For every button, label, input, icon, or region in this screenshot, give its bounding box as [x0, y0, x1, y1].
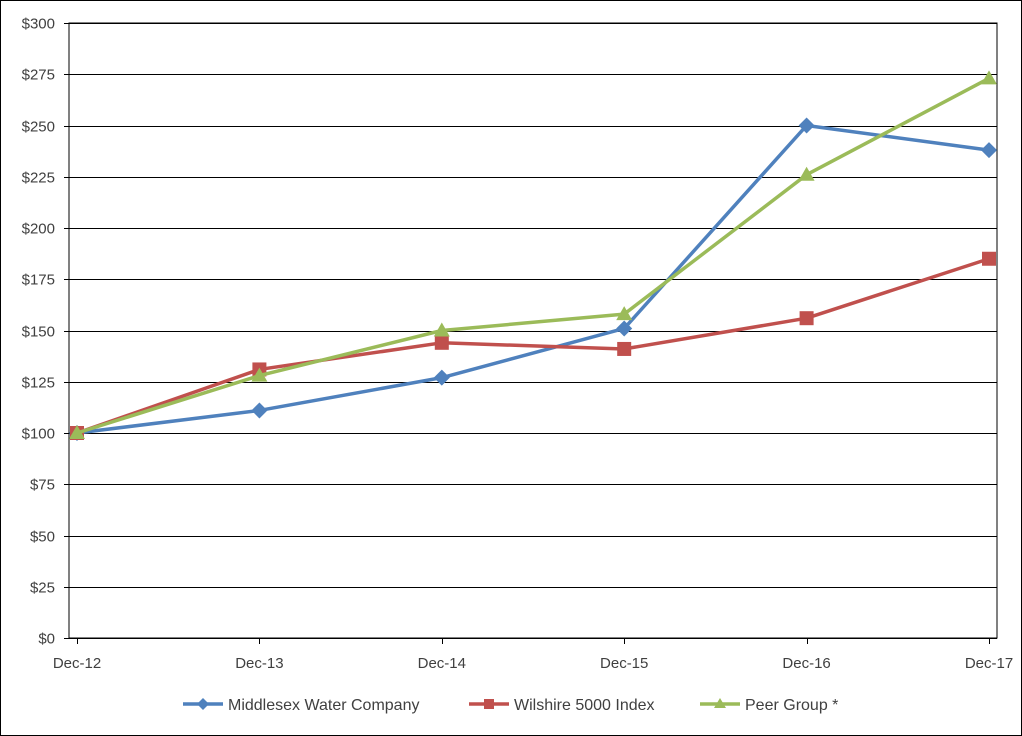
series-line	[76, 257, 990, 435]
y-tick-label: $275	[22, 67, 55, 84]
y-tick-label: $100	[22, 426, 55, 443]
data-point	[251, 402, 268, 419]
y-tick-label: $0	[38, 631, 55, 648]
y-tick-label: $150	[22, 324, 55, 341]
plot-area	[68, 22, 998, 639]
data-point	[981, 70, 997, 85]
legend-label: Middlesex Water Company	[228, 697, 419, 714]
x-tick-label: Dec-17	[965, 655, 1013, 672]
y-tick-label: $50	[30, 529, 55, 546]
data-point	[69, 425, 85, 439]
series-line	[76, 123, 990, 435]
x-tick-label: Dec-13	[235, 655, 283, 672]
legend-marker	[484, 699, 494, 709]
data-point	[433, 322, 450, 337]
x-tick-label: Dec-16	[782, 655, 830, 672]
x-tick-label: Dec-12	[53, 655, 101, 672]
series-3	[69, 70, 997, 439]
legend-marker	[197, 698, 209, 710]
data-point	[798, 117, 815, 134]
legend-marker	[714, 698, 726, 708]
data-point	[798, 166, 815, 181]
data-point	[616, 320, 633, 337]
legend-item-3: Peer Group *	[700, 697, 838, 714]
y-tick-label: $25	[30, 580, 55, 597]
x-axis: Dec-12 Dec-13 Dec-14 Dec-15 Dec-16 Dec-17	[53, 638, 1013, 672]
legend-item-1: Middlesex Water Company	[183, 697, 419, 714]
data-point	[616, 306, 633, 321]
series-line	[76, 76, 990, 435]
series-group	[69, 70, 997, 441]
legend-label: Peer Group *	[745, 697, 838, 714]
data-point	[799, 311, 814, 326]
data-point	[433, 369, 450, 386]
y-tick-label: $125	[22, 375, 55, 392]
x-tick-label: Dec-14	[418, 655, 466, 672]
y-axis: $0 $25 $50 $75 $100 $125 $150 $175 $200 $225 $250 $…	[22, 16, 69, 648]
data-point	[617, 341, 632, 356]
y-tick-label: $75	[30, 477, 55, 494]
legend-item-2: Wilshire 5000 Index	[469, 697, 655, 714]
y-tick-label: $175	[22, 272, 55, 289]
data-point	[251, 367, 268, 382]
y-tick-label: $300	[22, 16, 55, 33]
legend: Middlesex Water Company Wilshire 5000 Ind…	[183, 697, 838, 714]
y-tick-label: $225	[22, 170, 55, 187]
data-point	[982, 251, 996, 266]
data-point	[981, 142, 997, 159]
data-point	[434, 335, 449, 350]
y-tick-label: $250	[22, 119, 55, 136]
legend-label: Wilshire 5000 Index	[514, 697, 655, 714]
x-tick-label: Dec-15	[600, 655, 648, 672]
gridlines	[68, 22, 998, 639]
y-tick-label: $200	[22, 221, 55, 238]
